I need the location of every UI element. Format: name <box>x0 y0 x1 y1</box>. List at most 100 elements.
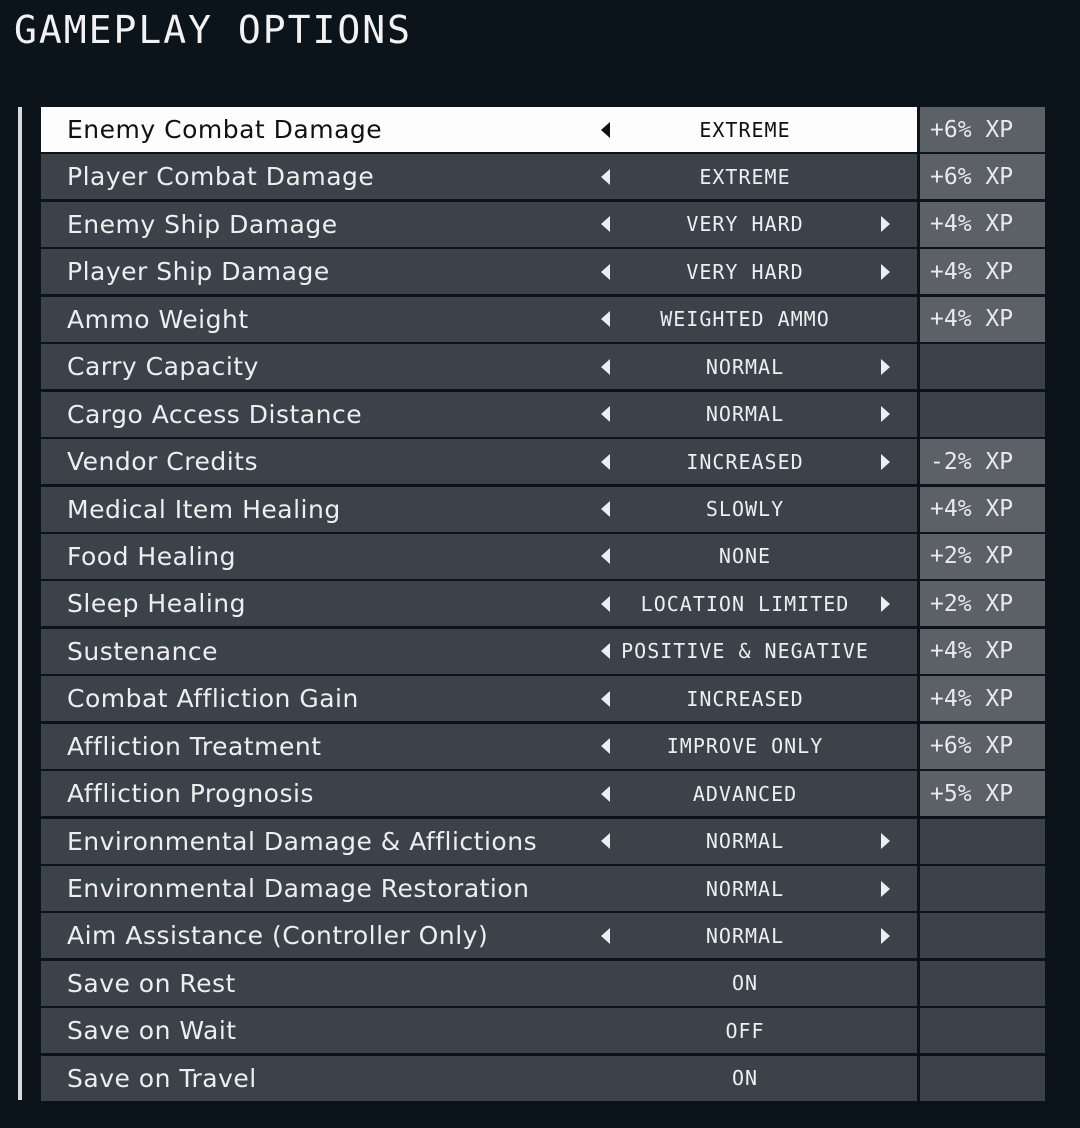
option-row[interactable]: Aim Assistance (Controller Only) NORMAL <box>41 913 1045 959</box>
option-label: Save on Wait <box>67 1016 237 1046</box>
option-setting[interactable]: Enemy Combat Damage EXTREME <box>41 107 917 152</box>
option-value: LOCATION LIMITED <box>640 591 850 616</box>
option-value: POSITIVE & NEGATIVE <box>621 639 869 664</box>
xp-modifier: +4% XP <box>920 628 1045 674</box>
arrow-left-icon[interactable] <box>601 643 610 660</box>
option-row[interactable]: Save on Rest ON <box>41 960 1045 1006</box>
option-row[interactable]: Player Ship Damage VERY HARD +4% XP <box>41 249 1045 295</box>
option-setting[interactable]: Food Healing NONE <box>41 533 917 579</box>
option-label: Vendor Credits <box>67 447 258 477</box>
arrow-left-icon[interactable] <box>601 311 610 328</box>
option-label: Sustenance <box>67 636 219 666</box>
arrow-left-icon[interactable] <box>601 785 610 802</box>
option-setting[interactable]: Sustenance POSITIVE & NEGATIVE <box>41 628 917 674</box>
xp-modifier: +2% XP <box>920 533 1045 579</box>
option-value: NONE <box>718 544 772 569</box>
option-row[interactable]: Affliction Prognosis ADVANCED +5% XP <box>41 771 1045 817</box>
option-row[interactable]: Environmental Damage Restoration NORMAL <box>41 866 1045 911</box>
xp-modifier <box>920 818 1045 864</box>
arrow-right-icon[interactable] <box>881 595 890 612</box>
option-setting[interactable]: Environmental Damage & Afflictions NORMAL <box>41 818 917 864</box>
option-row[interactable]: Cargo Access Distance NORMAL <box>41 391 1045 437</box>
option-setting[interactable]: Player Ship Damage VERY HARD <box>41 249 917 295</box>
option-row[interactable]: Save on Wait OFF <box>41 1008 1045 1054</box>
option-value: ADVANCED <box>692 781 798 806</box>
arrow-left-icon[interactable] <box>601 595 610 612</box>
option-label: Cargo Access Distance <box>67 399 363 429</box>
arrow-right-icon[interactable] <box>881 358 890 375</box>
option-setting[interactable]: Affliction Prognosis ADVANCED <box>41 771 917 817</box>
arrow-right-icon[interactable] <box>881 263 890 280</box>
option-value: WEIGHTED AMMO <box>660 307 830 332</box>
option-row[interactable]: Food Healing NONE +2% XP <box>41 533 1045 579</box>
option-row[interactable]: Environmental Damage & Afflictions NORMAL <box>41 818 1045 864</box>
option-setting[interactable]: Ammo Weight WEIGHTED AMMO <box>41 296 917 342</box>
arrow-right-icon[interactable] <box>881 833 890 850</box>
option-setting[interactable]: Affliction Treatment IMPROVE ONLY <box>41 723 917 769</box>
option-row[interactable]: Sleep Healing LOCATION LIMITED +2% XP <box>41 581 1045 627</box>
page-title: GAMEPLAY OPTIONS <box>14 8 413 52</box>
scrollbar[interactable] <box>18 107 22 1100</box>
arrow-right-icon[interactable] <box>881 406 890 423</box>
option-setting[interactable]: Medical Item Healing SLOWLY <box>41 486 917 532</box>
arrow-right-icon[interactable] <box>881 927 890 944</box>
arrow-left-icon[interactable] <box>601 453 610 470</box>
option-setting[interactable]: Save on Wait OFF <box>41 1008 917 1054</box>
option-setting[interactable]: Carry Capacity NORMAL <box>41 344 917 390</box>
option-value: EXTREME <box>699 117 791 142</box>
option-row[interactable]: Sustenance POSITIVE & NEGATIVE +4% XP <box>41 628 1045 674</box>
xp-modifier: +5% XP <box>920 771 1045 817</box>
option-setting[interactable]: Save on Travel ON <box>41 1055 917 1101</box>
option-row[interactable]: Vendor Credits INCREASED -2% XP <box>41 439 1045 485</box>
option-setting[interactable]: Save on Rest ON <box>41 960 917 1006</box>
arrow-left-icon[interactable] <box>601 548 610 565</box>
option-value: ON <box>731 1066 759 1091</box>
option-value: IMPROVE ONLY <box>666 734 824 759</box>
xp-modifier: +4% XP <box>920 676 1045 722</box>
arrow-left-icon[interactable] <box>601 406 610 423</box>
option-value: INCREASED <box>686 449 804 474</box>
option-setting[interactable]: Aim Assistance (Controller Only) NORMAL <box>41 913 917 959</box>
option-setting[interactable]: Environmental Damage Restoration NORMAL <box>41 866 917 911</box>
arrow-left-icon[interactable] <box>601 263 610 280</box>
option-row[interactable]: Enemy Ship Damage VERY HARD +4% XP <box>41 201 1045 247</box>
arrow-left-icon[interactable] <box>601 358 610 375</box>
arrow-left-icon[interactable] <box>601 501 610 517</box>
arrow-left-icon[interactable] <box>601 833 610 850</box>
arrow-right-icon[interactable] <box>881 453 890 470</box>
arrow-left-icon[interactable] <box>601 927 610 944</box>
option-setting[interactable]: Sleep Healing LOCATION LIMITED <box>41 581 917 627</box>
option-setting[interactable]: Cargo Access Distance NORMAL <box>41 391 917 437</box>
xp-modifier <box>920 391 1045 437</box>
xp-modifier: +2% XP <box>920 581 1045 627</box>
option-row[interactable]: Affliction Treatment IMPROVE ONLY +6% XP <box>41 723 1045 769</box>
option-row[interactable]: Medical Item Healing SLOWLY +4% XP <box>41 486 1045 532</box>
xp-modifier: +4% XP <box>920 201 1045 247</box>
option-row[interactable]: Enemy Combat Damage EXTREME +6% XP <box>41 107 1045 152</box>
arrow-right-icon[interactable] <box>881 880 890 897</box>
arrow-left-icon[interactable] <box>601 690 610 707</box>
option-label: Player Combat Damage <box>67 162 375 192</box>
option-value: NORMAL <box>705 923 785 948</box>
option-row[interactable]: Carry Capacity NORMAL <box>41 344 1045 390</box>
xp-modifier <box>920 866 1045 911</box>
option-value: EXTREME <box>699 164 791 189</box>
option-setting[interactable]: Vendor Credits INCREASED <box>41 439 917 485</box>
arrow-right-icon[interactable] <box>881 216 890 233</box>
option-value: VERY HARD <box>686 259 804 284</box>
option-row[interactable]: Save on Travel ON <box>41 1055 1045 1101</box>
arrow-left-icon[interactable] <box>601 216 610 233</box>
xp-modifier <box>920 1008 1045 1054</box>
option-row[interactable]: Combat Affliction Gain INCREASED +4% XP <box>41 676 1045 722</box>
option-row[interactable]: Ammo Weight WEIGHTED AMMO +4% XP <box>41 296 1045 342</box>
option-setting[interactable]: Player Combat Damage EXTREME <box>41 154 917 200</box>
arrow-left-icon[interactable] <box>601 168 610 185</box>
xp-modifier: +6% XP <box>920 107 1045 152</box>
xp-modifier <box>920 1055 1045 1101</box>
arrow-left-icon[interactable] <box>601 738 610 755</box>
option-setting[interactable]: Enemy Ship Damage VERY HARD <box>41 201 917 247</box>
option-setting[interactable]: Combat Affliction Gain INCREASED <box>41 676 917 722</box>
arrow-left-icon[interactable] <box>601 121 610 138</box>
option-row[interactable]: Player Combat Damage EXTREME +6% XP <box>41 154 1045 200</box>
xp-modifier: +4% XP <box>920 296 1045 342</box>
